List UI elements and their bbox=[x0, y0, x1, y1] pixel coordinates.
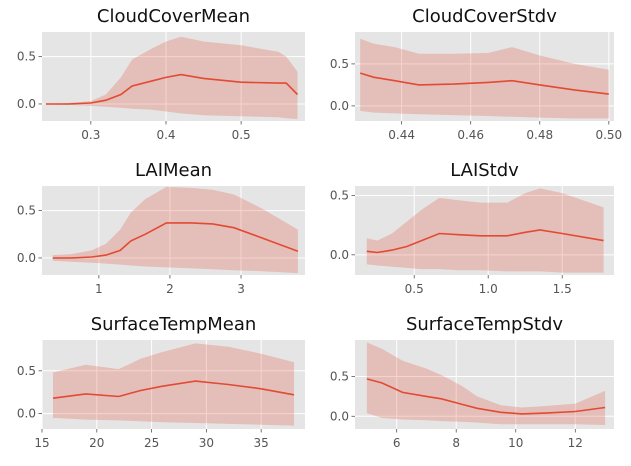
y-tick-label: 0.5 bbox=[330, 188, 349, 202]
subplot-5: 15 20 25 30 35 0.0 0.5 SurfaceTempMean bbox=[17, 314, 305, 450]
subplot-3: 1 2 3 0.0 0.5 LAIMean bbox=[17, 160, 305, 296]
x-tick-label: 0.4 bbox=[156, 128, 175, 142]
y-tick-label: 0.5 bbox=[17, 204, 36, 218]
subplot-2: 0.44 0.46 0.48 0.50 0.0 0.5 CloudCoverStdv bbox=[330, 6, 622, 142]
mean-line bbox=[366, 378, 606, 415]
plot-area bbox=[355, 340, 614, 429]
mean-line bbox=[359, 72, 609, 95]
x-tick-label: 1.5 bbox=[553, 282, 572, 296]
subplot-title: CloudCoverMean bbox=[97, 6, 250, 27]
x-tick-label: 0.5 bbox=[405, 282, 424, 296]
y-tick-label: 0.0 bbox=[330, 409, 349, 423]
x-tick-label: 0.50 bbox=[595, 128, 622, 142]
x-tick-label: 10 bbox=[508, 436, 523, 450]
y-tick-label: 0.0 bbox=[330, 99, 349, 113]
y-tick-label: 0.5 bbox=[17, 50, 36, 64]
subplot-title: SurfaceTempMean bbox=[91, 314, 257, 335]
x-tick-label: 6 bbox=[393, 436, 401, 450]
mean-line bbox=[45, 73, 299, 105]
confidence-band bbox=[366, 342, 606, 425]
y-tick-label: 0.0 bbox=[17, 251, 36, 265]
confidence-band bbox=[360, 38, 609, 119]
x-tick-label: 0.48 bbox=[526, 128, 553, 142]
subplot-title: LAIStdv bbox=[450, 160, 519, 181]
x-tick-label: 15 bbox=[34, 436, 49, 450]
subplot-title: CloudCoverStdv bbox=[412, 6, 557, 27]
confidence-band bbox=[52, 186, 298, 274]
y-tick-label: 0.5 bbox=[330, 57, 349, 71]
subplot-title: LAIMean bbox=[135, 160, 212, 181]
y-tick-label: 0.5 bbox=[17, 364, 36, 378]
plot-area bbox=[355, 186, 614, 275]
x-tick-label: 0.44 bbox=[388, 128, 415, 142]
mean-line bbox=[52, 222, 299, 259]
subplot-4: 0.5 1.0 1.5 0.0 0.5 LAIStdv bbox=[330, 160, 614, 296]
mean-line bbox=[52, 380, 295, 399]
x-tick-label: 20 bbox=[89, 436, 104, 450]
subplot-title: SurfaceTempStdv bbox=[406, 314, 563, 335]
x-tick-label: 3 bbox=[237, 282, 245, 296]
x-tick-label: 35 bbox=[254, 436, 269, 450]
y-tick-label: 0.0 bbox=[17, 407, 36, 421]
x-tick-label: 25 bbox=[144, 436, 159, 450]
x-tick-label: 0.46 bbox=[457, 128, 484, 142]
x-tick-label: 30 bbox=[199, 436, 214, 450]
x-tick-label: 2 bbox=[166, 282, 174, 296]
y-tick-label: 0.0 bbox=[330, 248, 349, 262]
x-tick-label: 12 bbox=[568, 436, 583, 450]
x-tick-label: 0.5 bbox=[232, 128, 251, 142]
subplot-6: 6 8 10 12 0.0 0.5 SurfaceTempStdv bbox=[330, 314, 614, 450]
y-tick-label: 0.0 bbox=[17, 97, 36, 111]
x-tick-label: 8 bbox=[452, 436, 460, 450]
subplot-1: 0.3 0.4 0.5 0.0 0.5 CloudCoverMean bbox=[17, 6, 305, 142]
x-tick-label: 1.0 bbox=[479, 282, 498, 296]
confidence-band bbox=[366, 188, 604, 273]
plot-area bbox=[42, 186, 305, 275]
mean-line bbox=[366, 229, 604, 254]
y-tick-label: 0.5 bbox=[330, 370, 349, 384]
x-tick-label: 0.3 bbox=[81, 128, 100, 142]
x-tick-label: 1 bbox=[95, 282, 103, 296]
